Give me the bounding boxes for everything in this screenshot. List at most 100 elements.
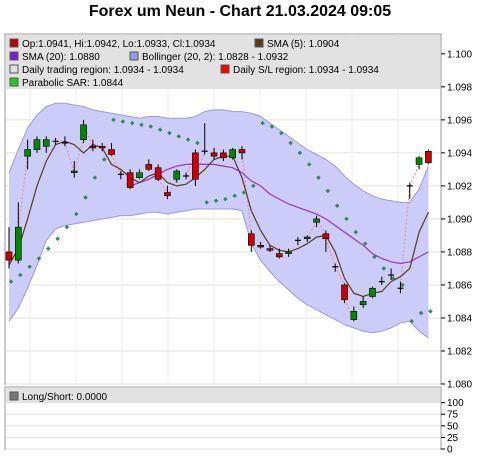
sar-point (372, 254, 377, 260)
legend-sma5: SMA (5): 1.0904 (267, 39, 340, 50)
sar-point (400, 282, 405, 288)
candle-body (248, 233, 255, 246)
candle-body (341, 284, 348, 301)
candle-body (359, 301, 367, 306)
legend-box: Op:1.0941, Hi:1.0942, Lo:1.0933, Cl:1.09… (6, 35, 440, 89)
legend-swatch-sma20 (9, 51, 19, 61)
candle-body (108, 149, 115, 155)
bollinger-upper-line (8, 102, 429, 203)
legend-daily-trading: Daily trading region: 1.0934 - 1.0934 (22, 65, 184, 76)
candle-body (164, 192, 171, 197)
legend-sar: Parabolic SAR: 1.0844 (22, 78, 124, 89)
y-tick-label: 1.092 (447, 181, 472, 192)
legend-swatch-daily-sl (220, 64, 230, 74)
y-tick-label: 1.100 (447, 49, 472, 60)
y-tick-label: 1.082 (447, 346, 472, 357)
gap-connector (64, 142, 75, 173)
candle-body (369, 287, 376, 297)
candle-body (257, 245, 264, 248)
candle-body (415, 157, 423, 165)
y-tick-label: 1.098 (447, 82, 472, 93)
gap-connector (399, 185, 411, 289)
candle-body (89, 145, 97, 149)
y-axis-main: 1.080 1.082 1.084 1.086 1.088 1.090 1.092 1.094… (441, 49, 472, 391)
legend-bollinger: Bollinger (20, 2): 1.0828 - 1.0932 (142, 52, 289, 63)
sub-legend-label: Long/Short: 0.0000 (22, 392, 108, 403)
gap-connector (157, 178, 168, 193)
bollinger-band-area (9, 103, 429, 338)
sub-legend-background (6, 388, 440, 403)
candle-body (80, 124, 87, 140)
y-tick-label: 1.096 (447, 115, 472, 126)
gap-connector (334, 266, 346, 286)
candle-body (173, 170, 181, 180)
gap-connector (73, 139, 85, 172)
sar-point (390, 276, 396, 281)
candle-body (126, 172, 134, 188)
gap-connector (306, 221, 318, 238)
sar-point (83, 195, 88, 200)
sar-point (46, 246, 51, 251)
sub-y-tick-label: 0 (447, 445, 453, 456)
candle-body (350, 311, 358, 320)
candle-body (15, 226, 22, 261)
sar-point (73, 211, 79, 217)
sub-y-tick-label: 25 (447, 433, 459, 444)
candle-body (275, 253, 283, 258)
candle-body (192, 152, 199, 180)
sar-point (297, 150, 303, 156)
sma5-line (8, 140, 429, 298)
sar-point (409, 319, 415, 324)
sar-point (344, 216, 349, 222)
sar-point (101, 157, 107, 162)
candles (5, 119, 432, 322)
sar-point (120, 119, 126, 124)
legend-swatch-daily-trading (9, 64, 19, 74)
sar-point (64, 224, 70, 230)
candle-body (229, 149, 236, 159)
sar-point (428, 309, 433, 314)
candle-body (220, 152, 227, 159)
candle-body (33, 139, 41, 150)
legend-daily-sl: Daily S/L region: 1.0934 - 1.0934 (233, 65, 379, 76)
candle-body (425, 150, 432, 164)
y-tick-label: 1.088 (447, 247, 472, 258)
sar-point (353, 229, 359, 235)
sub-y-tick-label: 50 (447, 421, 459, 432)
sar-point (381, 266, 387, 271)
y-tick-label: 1.094 (447, 148, 472, 159)
legend-swatch-bollinger (129, 51, 139, 61)
sar-point (148, 124, 154, 129)
sar-point (139, 122, 144, 128)
bollinger-lower-line (8, 208, 429, 339)
candle-body (154, 167, 162, 180)
candle-body (24, 149, 31, 157)
sub-y-tick-label: 75 (447, 410, 459, 421)
y-tick-label: 1.090 (447, 214, 472, 225)
gap-connector (166, 178, 178, 197)
legend-background (6, 35, 440, 89)
candle-body (5, 251, 13, 261)
gap-connector (316, 218, 327, 235)
candle-body (238, 149, 246, 154)
legend-swatch-ohlc (9, 38, 19, 48)
candle-body (266, 248, 274, 251)
candle-body (313, 218, 320, 223)
sub-y-tick-label: 100 (447, 398, 464, 409)
candle-body (98, 145, 106, 149)
legend-swatch-sma5 (254, 38, 264, 48)
legend-sma20: SMA (20): 1.0880 (22, 52, 100, 63)
legend-swatch-sar (9, 77, 19, 87)
candle-body (322, 233, 330, 240)
candle-body (70, 170, 78, 173)
candle-body (303, 236, 311, 240)
sma20-line (129, 163, 429, 265)
candle-body (42, 139, 50, 147)
sar-point (418, 310, 424, 316)
sar-point (306, 162, 312, 167)
gap-connector (325, 238, 336, 267)
y-tick-label: 1.086 (447, 280, 472, 291)
candle-body (210, 152, 218, 157)
